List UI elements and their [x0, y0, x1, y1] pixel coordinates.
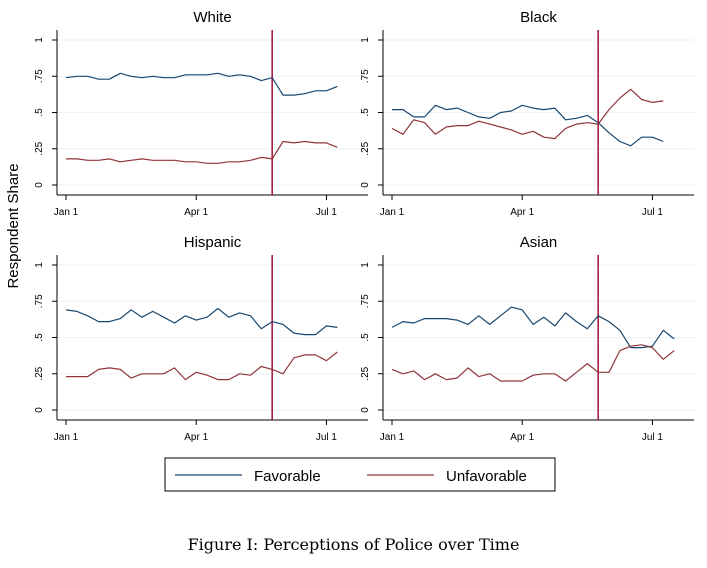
panel-black: Black 0 .25 .5 .75 1 Jan 1 Apr 1 Jul 1	[360, 9, 694, 218]
series-line-hispanic-favorable	[65, 307, 338, 336]
y-tick-label-hispanic-1: .25	[34, 366, 45, 380]
x-tick-label-hispanic-1: Apr 1	[184, 432, 208, 443]
panel-title-hispanic: Hispanic	[184, 234, 242, 251]
series-line-asian-favorable	[391, 306, 675, 349]
series-line-black-favorable	[392, 104, 664, 147]
x-tick-label-asian-2: Jul 1	[642, 432, 664, 443]
series-line-white-unfavorable	[66, 140, 338, 164]
figure-caption: Figure I: Perceptions of Police over Tim…	[187, 535, 520, 554]
y-tick-label-black-2: .5	[360, 108, 371, 117]
y-tick-label-asian-2: .5	[360, 333, 371, 342]
panel-title-white: White	[193, 9, 231, 26]
panel-title-black: Black	[520, 9, 557, 26]
series-line-asian-unfavorable	[391, 344, 675, 382]
x-tick-label-hispanic-0: Jan 1	[54, 432, 79, 443]
y-tick-label-black-0: 0	[360, 182, 371, 188]
x-tick-label-asian-1: Apr 1	[510, 432, 534, 443]
x-tick-label-black-1: Apr 1	[510, 207, 534, 218]
y-tick-label-black-3: .75	[360, 69, 371, 83]
y-tick-label-asian-0: 0	[360, 407, 371, 413]
y-tick-label-white-2: .5	[34, 108, 45, 117]
x-tick-label-black-0: Jan 1	[380, 207, 405, 218]
x-tick-label-white-0: Jan 1	[54, 207, 79, 218]
y-tick-label-hispanic-4: 1	[34, 262, 45, 268]
y-tick-label-asian-3: .75	[360, 294, 371, 308]
y-tick-label-white-0: 0	[34, 182, 45, 188]
legend-label-favorable: Favorable	[254, 468, 321, 485]
y-tick-label-hispanic-3: .75	[34, 294, 45, 308]
y-tick-label-hispanic-2: .5	[34, 333, 45, 342]
y-tick-label-black-1: .25	[360, 141, 371, 155]
y-tick-label-white-4: 1	[34, 37, 45, 43]
series-line-black-unfavorable	[391, 88, 664, 140]
series-line-white-favorable	[65, 72, 338, 96]
y-tick-label-white-3: .75	[34, 69, 45, 83]
y-tick-label-white-1: .25	[34, 141, 45, 155]
panel-white: White 0 .25 .5 .75 1 Jan 1 Apr 1 Jul 1	[34, 9, 368, 218]
legend-label-unfavorable: Unfavorable	[446, 468, 527, 485]
x-tick-label-white-1: Apr 1	[184, 207, 208, 218]
y-tick-label-asian-4: 1	[360, 262, 371, 268]
panel-title-asian: Asian	[520, 234, 558, 251]
y-tick-label-black-4: 1	[360, 37, 371, 43]
y-axis-label: Respondent Share	[5, 163, 22, 288]
panel-hispanic: Hispanic 0 .25 .5 .75 1 Jan 1 Apr 1 Jul 1	[34, 234, 368, 443]
legend: Favorable Unfavorable	[164, 457, 556, 492]
x-tick-label-hispanic-2: Jul 1	[316, 432, 338, 443]
y-tick-label-asian-1: .25	[360, 366, 371, 380]
panel-asian: Asian 0 .25 .5 .75 1 Jan 1 Apr 1 Jul 1	[360, 234, 694, 443]
x-tick-label-black-2: Jul 1	[642, 207, 664, 218]
series-line-hispanic-unfavorable	[66, 351, 338, 381]
x-tick-label-asian-0: Jan 1	[380, 432, 405, 443]
y-tick-label-hispanic-0: 0	[34, 407, 45, 413]
x-tick-label-white-2: Jul 1	[316, 207, 338, 218]
